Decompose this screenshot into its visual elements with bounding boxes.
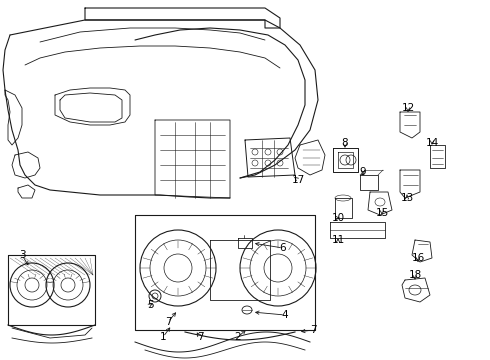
Text: 1: 1: [160, 332, 166, 342]
Text: 2: 2: [235, 332, 241, 342]
Text: 13: 13: [400, 193, 414, 203]
Text: 11: 11: [331, 235, 344, 245]
Text: 15: 15: [375, 208, 389, 218]
Text: 10: 10: [331, 213, 344, 223]
Text: 3: 3: [19, 250, 25, 260]
Text: 8: 8: [342, 138, 348, 148]
Text: 4: 4: [282, 310, 288, 320]
Text: 16: 16: [412, 253, 425, 263]
Text: 6: 6: [280, 243, 286, 253]
Text: 14: 14: [425, 138, 439, 148]
Text: 7: 7: [165, 317, 172, 327]
Text: 12: 12: [401, 103, 415, 113]
Text: 5: 5: [147, 300, 153, 310]
Text: 17: 17: [292, 175, 305, 185]
Text: 7: 7: [310, 325, 317, 335]
Text: 18: 18: [408, 270, 421, 280]
Text: 9: 9: [360, 167, 367, 177]
Text: 7: 7: [196, 332, 203, 342]
